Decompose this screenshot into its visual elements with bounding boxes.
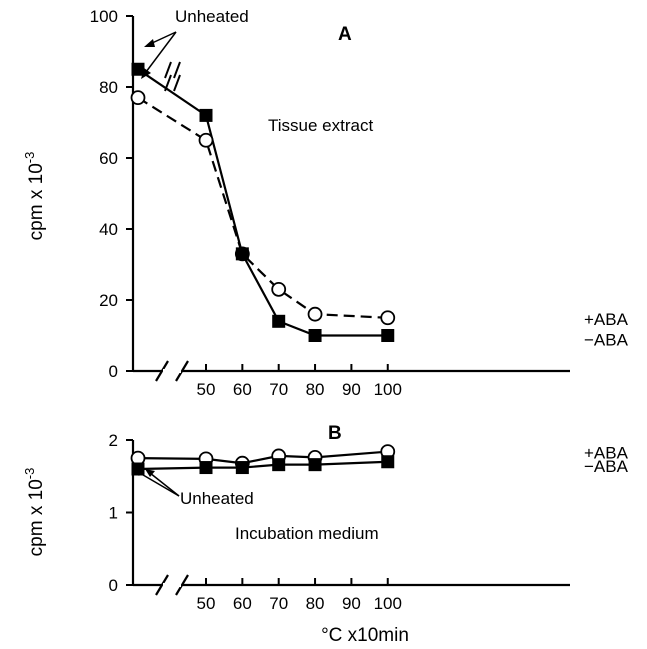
panel-b-minus-aba-point bbox=[235, 461, 249, 475]
panel-a-x-tick-label: 90 bbox=[342, 380, 361, 399]
panel-b-y-tick-label: 1 bbox=[109, 504, 118, 523]
panel-a-y-label: cpm x 10-3 bbox=[22, 152, 47, 241]
panel-b-minus-aba-point bbox=[381, 455, 395, 469]
panel-b-minus-aba-series-label: −ABA bbox=[584, 457, 629, 476]
panel-a: 0 20 40 60 80 100 50 60 70 80 90 100 cpm x 10-3 A U… bbox=[22, 7, 629, 399]
panel-b-arrow-to-point bbox=[149, 472, 180, 497]
panel-b-plus-aba-series-label: +ABA bbox=[584, 444, 629, 463]
panel-a-letter: A bbox=[338, 24, 352, 45]
panel-a-plus-aba-point bbox=[307, 306, 323, 322]
panel-b-axis-break-2 bbox=[175, 574, 189, 596]
panel-b-arrowhead-point bbox=[145, 469, 155, 477]
panel-b-arrow-to-square bbox=[137, 471, 180, 497]
panel-a-y-tick-label: 80 bbox=[99, 78, 118, 97]
panel-b-x-tick-label: 50 bbox=[197, 594, 216, 613]
panel-a-plus-aba-point bbox=[198, 132, 214, 148]
panel-b-x-tick-label: 60 bbox=[233, 594, 252, 613]
panel-a-arrowhead-circle bbox=[141, 68, 151, 79]
panel-b-x-tick-label: 100 bbox=[374, 594, 402, 613]
panel-a-line-break bbox=[164, 61, 172, 79]
panel-a-minus-aba-point bbox=[272, 314, 286, 328]
panel-a-plus-aba-unheated-point bbox=[130, 90, 146, 106]
panel-a-y-tick-label: 100 bbox=[90, 7, 118, 26]
panel-b-axis-break-1 bbox=[155, 574, 169, 596]
panel-b-x-tick-label: 90 bbox=[342, 594, 361, 613]
panel-a-axis-gap bbox=[163, 369, 181, 373]
panel-a-y-label-exp: -3 bbox=[22, 152, 37, 164]
panel-b-y-label-text: cpm x 10 bbox=[26, 479, 47, 556]
panel-b-plus-aba-line bbox=[137, 450, 388, 465]
panel-a-minus-aba-point bbox=[235, 247, 249, 261]
panel-b: 0 1 2 50 60 70 80 90 100 cpm x 10-3 B Unheated I… bbox=[22, 423, 629, 646]
panel-a-y-tick-label: 40 bbox=[99, 220, 118, 239]
panel-b-x-tick-label: 80 bbox=[306, 594, 325, 613]
panel-b-minus-aba-point bbox=[199, 461, 213, 475]
panel-a-axis-break-2 bbox=[175, 360, 189, 382]
panel-a-y-label-text: cpm x 10 bbox=[26, 163, 47, 240]
panel-b-x-tick-label: 70 bbox=[269, 594, 288, 613]
panel-a-axis-break-1 bbox=[155, 360, 169, 382]
panel-a-plus-aba-line bbox=[137, 96, 388, 319]
panel-a-plus-aba-point bbox=[380, 310, 396, 326]
panel-a-minus-aba-point bbox=[308, 329, 322, 342]
panel-a-unheated-label: Unheated bbox=[175, 7, 249, 26]
panel-b-y-tick-label: 0 bbox=[109, 576, 118, 595]
panel-a-plus-aba-point bbox=[271, 281, 287, 297]
panel-a-arrow-to-circle bbox=[145, 31, 177, 73]
panel-a-y-tick-label: 0 bbox=[109, 362, 118, 381]
panel-a-minus-aba-line bbox=[137, 68, 388, 337]
panel-a-x-tick-label: 60 bbox=[233, 380, 252, 399]
panel-a-x-tick-label: 70 bbox=[269, 380, 288, 399]
panel-a-panel-text: Tissue extract bbox=[268, 116, 373, 135]
panel-a-x-tick-label: 100 bbox=[374, 380, 402, 399]
panel-a-arrowhead-square bbox=[144, 39, 155, 47]
panel-b-y-tick-label: 2 bbox=[109, 431, 118, 450]
panel-a-plus-aba-series-label: +ABA bbox=[584, 310, 629, 329]
panel-a-x-tick-label: 80 bbox=[306, 380, 325, 399]
panel-b-letter: B bbox=[328, 423, 342, 444]
panel-a-x-tick-label: 50 bbox=[197, 380, 216, 399]
x-axis-label: °C x10min bbox=[321, 625, 409, 646]
panel-b-panel-text: Incubation medium bbox=[235, 524, 379, 543]
panel-a-y-tick-label: 20 bbox=[99, 291, 118, 310]
panel-b-arrowhead-square bbox=[132, 468, 143, 476]
panel-b-minus-aba-line bbox=[137, 460, 388, 471]
panel-a-arrow-to-square bbox=[149, 31, 177, 45]
panel-b-minus-aba-point bbox=[308, 458, 322, 472]
panel-a-minus-aba-point bbox=[381, 329, 395, 342]
panel-a-line-break bbox=[173, 61, 181, 79]
panel-a-line-break bbox=[164, 74, 172, 92]
panel-b-y-label: cpm x 10-3 bbox=[22, 468, 47, 557]
panel-a-minus-aba-unheated-point bbox=[131, 62, 145, 76]
panel-a-y-tick-label: 60 bbox=[99, 149, 118, 168]
panel-b-unheated-label: Unheated bbox=[180, 489, 254, 508]
panel-a-minus-aba-series-label: −ABA bbox=[584, 331, 629, 350]
panel-b-minus-aba-point bbox=[272, 458, 286, 472]
panel-a-line-break bbox=[173, 74, 181, 92]
unheated-arrows bbox=[132, 31, 180, 497]
panel-a-minus-aba-point bbox=[199, 108, 213, 122]
panel-b-axis-gap bbox=[163, 583, 181, 587]
panel-b-y-label-exp: -3 bbox=[22, 468, 37, 480]
